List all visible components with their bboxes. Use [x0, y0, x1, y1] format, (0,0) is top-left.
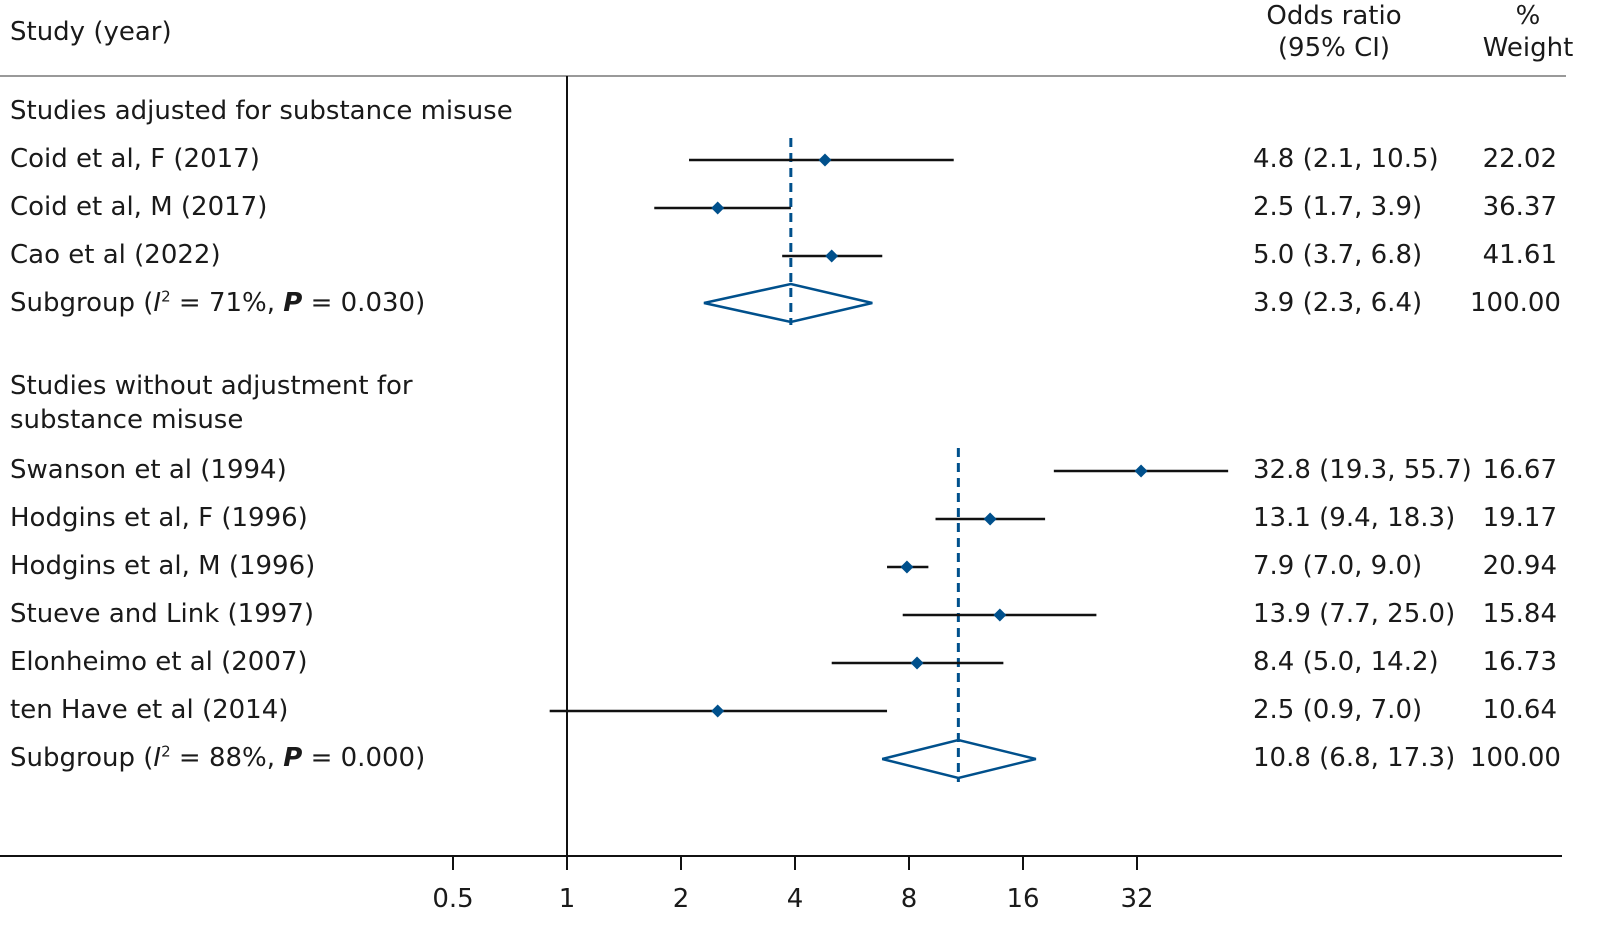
group-title-line2: substance misuse — [10, 405, 244, 435]
point-estimate-marker — [983, 512, 997, 526]
x-tick-label: 0.5 — [432, 884, 473, 914]
point-estimate-marker — [910, 656, 924, 670]
column-header-or-line1: Odds ratio — [1266, 1, 1402, 31]
study-ci-text: 13.9 (7.7, 25.0) — [1253, 599, 1456, 629]
subgroup-ci-text: 3.9 (2.3, 6.4) — [1253, 288, 1423, 318]
subgroup-diamond — [881, 738, 1037, 780]
study-weight: 15.84 — [1482, 599, 1557, 629]
i2-superscript: 2 — [161, 287, 171, 306]
i2-value: = 71%, — [170, 288, 284, 318]
subgroup-diamond — [703, 282, 873, 324]
column-header-weight-line1: % — [1515, 1, 1541, 31]
study-weight: 10.64 — [1482, 695, 1557, 725]
group-title: Studies adjusted for substance misuse — [10, 96, 513, 126]
p-value: = 0.030) — [302, 288, 426, 318]
i2-superscript: 2 — [161, 742, 171, 761]
study-label: Coid et al, M (2017) — [10, 192, 268, 222]
study-label: ten Have et al (2014) — [10, 695, 289, 725]
point-estimate-marker — [1134, 464, 1148, 478]
study-label: Stueve and Link (1997) — [10, 599, 314, 629]
point-estimate-marker — [900, 560, 914, 574]
study-ci-text: 4.8 (2.1, 10.5) — [1253, 144, 1439, 174]
x-tick-label: 4 — [787, 884, 804, 914]
study-weight: 36.37 — [1482, 192, 1557, 222]
subgroup-label: Subgroup (I2 = 88%, P = 0.000) — [10, 743, 425, 773]
study-ci-text: 2.5 (0.9, 7.0) — [1253, 695, 1423, 725]
study-ci-text: 8.4 (5.0, 14.2) — [1253, 647, 1439, 677]
study-label: Hodgins et al, M (1996) — [10, 551, 316, 581]
subgroup-weight: 100.00 — [1470, 288, 1561, 318]
subgroup-weight: 100.00 — [1470, 743, 1561, 773]
p-letter: P — [283, 288, 303, 318]
subgroup-prefix: Subgroup ( — [10, 288, 154, 318]
x-tick-label: 1 — [559, 884, 576, 914]
study-ci-text: 7.9 (7.0, 9.0) — [1253, 551, 1423, 581]
i2-value: = 88%, — [170, 743, 284, 773]
column-header-weight-line2: Weight — [1482, 33, 1574, 63]
group-title-line1: Studies without adjustment for — [10, 371, 413, 401]
point-estimate-marker — [818, 153, 832, 167]
column-header-or-line2: (95% CI) — [1277, 33, 1391, 63]
study-label: Elonheimo et al (2007) — [10, 647, 308, 677]
study-ci-text: 13.1 (9.4, 18.3) — [1253, 503, 1456, 533]
study-weight: 41.61 — [1482, 240, 1557, 270]
column-header-study: Study (year) — [10, 17, 172, 47]
x-tick-label: 32 — [1120, 884, 1153, 914]
subgroup-label: Subgroup (I2 = 71%, P = 0.030) — [10, 288, 425, 318]
subgroup-prefix: Subgroup ( — [10, 743, 154, 773]
study-label: Coid et al, F (2017) — [10, 144, 260, 174]
p-value: = 0.000) — [302, 743, 426, 773]
study-weight: 16.67 — [1482, 455, 1557, 485]
i2-letter: I — [153, 743, 162, 773]
subgroup-ci-text: 10.8 (6.8, 17.3) — [1253, 743, 1456, 773]
study-weight: 19.17 — [1482, 503, 1557, 533]
study-ci-text: 32.8 (19.3, 55.7) — [1253, 455, 1472, 485]
study-label: Swanson et al (1994) — [10, 455, 287, 485]
point-estimate-marker — [711, 201, 725, 215]
p-letter: P — [283, 743, 303, 773]
x-tick-label: 8 — [901, 884, 918, 914]
study-ci-text: 2.5 (1.7, 3.9) — [1253, 192, 1423, 222]
study-weight: 16.73 — [1482, 647, 1557, 677]
x-tick-label: 16 — [1006, 884, 1039, 914]
study-label: Hodgins et al, F (1996) — [10, 503, 308, 533]
point-estimate-marker — [825, 249, 839, 263]
study-ci-text: 5.0 (3.7, 6.8) — [1253, 240, 1423, 270]
point-estimate-marker — [993, 608, 1007, 622]
study-weight: 20.94 — [1482, 551, 1557, 581]
study-weight: 22.02 — [1482, 144, 1557, 174]
study-label: Cao et al (2022) — [10, 240, 221, 270]
point-estimate-marker — [711, 704, 725, 718]
i2-letter: I — [153, 288, 162, 318]
x-tick-label: 2 — [673, 884, 690, 914]
